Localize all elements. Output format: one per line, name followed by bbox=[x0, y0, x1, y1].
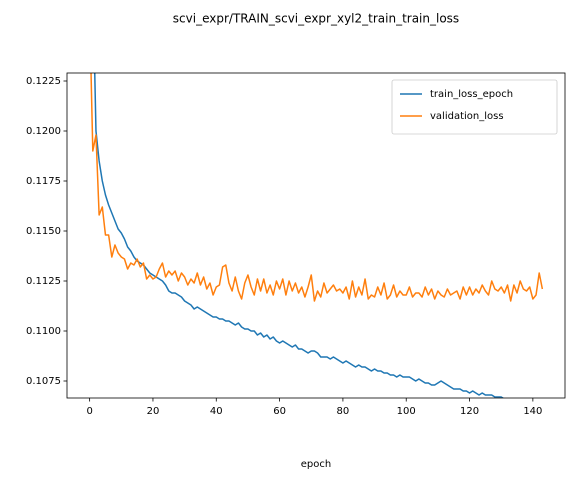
y-tick-label: 0.1175 bbox=[26, 176, 61, 187]
chart-title: scvi_expr/TRAIN_scvi_expr_xyl2_train_tra… bbox=[173, 12, 459, 26]
plot-lines bbox=[90, 73, 544, 398]
legend-label: train_loss_epoch bbox=[430, 89, 513, 100]
x-tick-label: 20 bbox=[147, 406, 160, 417]
y-tick-label: 0.1150 bbox=[26, 226, 61, 237]
y-tick-label: 0.1225 bbox=[26, 76, 61, 87]
x-tick-label: 100 bbox=[397, 406, 416, 417]
y-tick-label: 0.1075 bbox=[26, 376, 61, 387]
plot-frame bbox=[66, 72, 566, 399]
x-tick-label: 120 bbox=[460, 406, 479, 417]
y-tick-label: 0.1100 bbox=[26, 326, 61, 337]
y-tick-label: 0.1200 bbox=[26, 126, 61, 137]
x-tick-label: 80 bbox=[337, 406, 350, 417]
y-tick-label: 0.1125 bbox=[26, 276, 61, 287]
series-line bbox=[90, 73, 544, 302]
x-tick-label: 0 bbox=[86, 406, 92, 417]
x-tick-label: 40 bbox=[210, 406, 223, 417]
series-line bbox=[93, 73, 505, 398]
x-axis-label: epoch bbox=[301, 459, 331, 470]
x-tick-label: 60 bbox=[273, 406, 286, 417]
legend-box bbox=[391, 79, 558, 135]
legend-label: validation_loss bbox=[430, 111, 504, 122]
x-tick-label: 140 bbox=[523, 406, 542, 417]
